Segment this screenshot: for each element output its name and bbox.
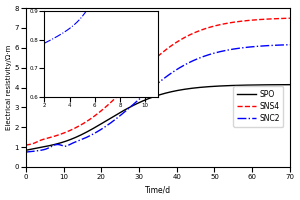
SNS4 bbox=[167, 46, 170, 49]
Legend: SPO, SNS4, SNC2: SPO, SNS4, SNC2 bbox=[233, 86, 284, 127]
SPO bbox=[282, 83, 285, 86]
SNC2 bbox=[151, 86, 154, 89]
SNC2 bbox=[24, 151, 28, 153]
SNS4 bbox=[288, 17, 292, 19]
SNC2 bbox=[241, 47, 244, 49]
SPO bbox=[181, 88, 185, 91]
SNC2 bbox=[181, 65, 185, 67]
SNS4 bbox=[24, 144, 28, 146]
SPO bbox=[241, 84, 244, 86]
SNS4 bbox=[282, 17, 285, 20]
SNS4 bbox=[149, 61, 153, 63]
SPO bbox=[24, 149, 28, 151]
Line: SPO: SPO bbox=[26, 85, 290, 150]
SPO bbox=[288, 83, 292, 86]
Y-axis label: Electrical resistivity/Ω·m: Electrical resistivity/Ω·m bbox=[6, 45, 12, 130]
SPO bbox=[167, 91, 170, 94]
SNC2 bbox=[288, 44, 292, 46]
SNC2 bbox=[282, 44, 285, 46]
SNS4 bbox=[181, 37, 185, 40]
Line: SNC2: SNC2 bbox=[26, 45, 290, 152]
SNS4 bbox=[151, 60, 154, 62]
X-axis label: Time/d: Time/d bbox=[145, 185, 171, 194]
Line: SNS4: SNS4 bbox=[26, 18, 290, 145]
SPO bbox=[149, 96, 153, 99]
SNC2 bbox=[167, 74, 170, 76]
SNC2 bbox=[149, 88, 153, 90]
SNS4 bbox=[241, 20, 244, 22]
SPO bbox=[151, 96, 154, 98]
